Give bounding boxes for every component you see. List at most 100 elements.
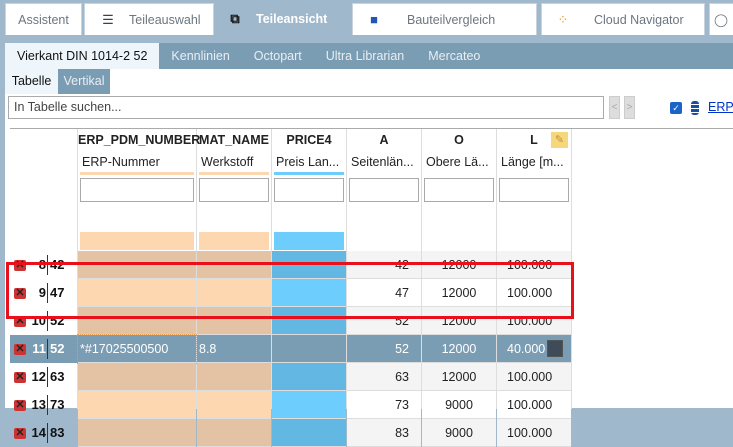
column-header[interactable]: MAT_NAME — [199, 133, 269, 147]
subtab-part[interactable]: Vierkant DIN 1014-2 52 — [5, 43, 160, 69]
cell-o[interactable]: 9000 — [422, 391, 496, 419]
cell-price[interactable] — [272, 363, 346, 391]
pencil-icon[interactable]: ✎ — [551, 132, 568, 148]
cell-price[interactable] — [272, 279, 346, 307]
tab-assistent[interactable]: Assistent — [5, 3, 82, 35]
column-filter-input[interactable] — [349, 178, 419, 202]
next-button[interactable]: > — [624, 96, 635, 119]
subtab-octopart[interactable]: Octopart — [253, 49, 302, 63]
subtab-mercateo[interactable]: Mercateo — [428, 49, 481, 63]
column-color-fill — [80, 232, 194, 250]
column-header[interactable]: PRICE4 — [286, 133, 332, 147]
row-value: 52 — [47, 339, 64, 359]
cell-o[interactable]: 12000 — [422, 251, 496, 279]
cell-mat[interactable] — [197, 419, 271, 447]
column-label: Obere Lä... — [426, 155, 489, 169]
cell-price[interactable] — [272, 419, 346, 447]
delete-row-icon[interactable]: ✕ — [14, 427, 26, 439]
column-l: L Länge [m... ✎ 100.000 100.000 100.000 40.0… — [497, 129, 572, 447]
cell-o[interactable]: 9000 — [422, 419, 496, 447]
column-filter-input[interactable] — [424, 178, 494, 202]
cell-a[interactable]: 83 — [347, 419, 421, 447]
cell-mat[interactable] — [197, 307, 271, 335]
cell-l[interactable]: 100.000 — [497, 279, 571, 307]
delete-row-icon[interactable]: ✕ — [14, 287, 26, 299]
column-filter-input[interactable] — [199, 178, 269, 202]
tab-teileauswahl[interactable]: ☰ Teileauswahl — [84, 3, 214, 35]
tab-bauteilvergleich[interactable]: ■ Bauteilvergleich — [352, 3, 537, 35]
column-filter-input[interactable] — [274, 178, 344, 202]
table-row-header[interactable]: ✕ 10 52 — [10, 307, 78, 335]
view-tab-tabelle[interactable]: Tabelle — [5, 69, 58, 94]
cell-erp[interactable] — [78, 251, 196, 279]
cell-mat[interactable] — [197, 251, 271, 279]
erp-link[interactable]: ERP- — [708, 100, 733, 114]
cell-erp[interactable] — [78, 279, 196, 307]
cell-l[interactable]: 100.000 — [497, 391, 571, 419]
cell-o[interactable]: 12000 — [422, 335, 496, 363]
cell-erp[interactable]: *#17025500500 — [77, 334, 197, 364]
cell-l[interactable]: 100.000 — [497, 363, 571, 391]
column-header[interactable]: L — [530, 133, 538, 147]
cell-erp[interactable] — [78, 363, 196, 391]
table-search-input[interactable]: In Tabelle suchen... — [8, 96, 604, 119]
column-label: Länge [m... — [501, 155, 564, 169]
row-number: 11 — [32, 341, 46, 356]
delete-row-icon[interactable]: ✕ — [14, 343, 26, 355]
delete-row-icon[interactable]: ✕ — [14, 259, 26, 271]
cell-erp[interactable] — [78, 307, 196, 335]
cell-a[interactable]: 52 — [347, 307, 421, 335]
cell-a[interactable]: 73 — [347, 391, 421, 419]
table-row-header[interactable]: ✕ 9 47 — [10, 279, 78, 307]
cell-a[interactable]: 52 — [347, 335, 421, 363]
column-color-bar — [80, 172, 194, 175]
cell-mat[interactable] — [197, 279, 271, 307]
table-row-header[interactable]: ✕ 14 83 — [10, 419, 78, 447]
cell-a[interactable]: 47 — [347, 279, 421, 307]
subtab-ultra-librarian[interactable]: Ultra Librarian — [325, 49, 405, 63]
cubes-icon: ⧉ — [230, 11, 240, 26]
row-number: 13 — [31, 397, 46, 412]
tab-label: Bauteilvergleich — [407, 12, 496, 27]
table-row-header[interactable]: ✕ 8 42 — [10, 251, 78, 279]
cell-l[interactable]: 100.000 — [497, 251, 571, 279]
column-header[interactable]: ERP_PDM_NUMBER — [78, 133, 201, 147]
delete-row-icon[interactable]: ✕ — [14, 371, 26, 383]
cell-erp[interactable] — [78, 391, 196, 419]
cell-l[interactable]: 40.000 — [497, 335, 571, 363]
column-a: A Seitenlän... 42 47 52 52 63 73 83 — [347, 129, 422, 447]
cell-a[interactable]: 63 — [347, 363, 421, 391]
table-row-header[interactable]: ✕ 13 73 — [10, 391, 78, 419]
column-filter-input[interactable] — [499, 178, 569, 202]
erp-checkbox[interactable]: ✓ — [670, 102, 682, 114]
cell-erp[interactable] — [78, 419, 196, 447]
tab-teileansicht[interactable]: ⧉ Teileansicht — [218, 3, 348, 35]
cell-mat[interactable] — [197, 363, 271, 391]
column-mat_name: MAT_NAME Werkstoff 8.8 — [197, 129, 272, 447]
subtab-kennlinien[interactable]: Kennlinien — [171, 49, 230, 63]
cell-o[interactable]: 12000 — [422, 363, 496, 391]
cell-price[interactable] — [272, 391, 346, 419]
column-header[interactable]: O — [454, 133, 464, 147]
cell-o[interactable]: 12000 — [422, 307, 496, 335]
tab-cloud-navigator[interactable]: ⁘ Cloud Navigator — [541, 3, 705, 35]
column-header[interactable]: A — [379, 133, 389, 147]
column-filter-input[interactable] — [80, 178, 194, 202]
cell-price[interactable] — [272, 307, 346, 335]
tab-more[interactable]: ◯ — [709, 3, 733, 35]
row-value: 47 — [47, 283, 64, 303]
delete-row-icon[interactable]: ✕ — [14, 399, 26, 411]
table-row-header[interactable]: ✕ 12 63 — [10, 363, 78, 391]
prev-button[interactable]: < — [609, 96, 620, 119]
cell-price[interactable] — [272, 335, 346, 363]
table-row-header[interactable]: ✕ 11 52 — [10, 335, 78, 363]
cell-o[interactable]: 12000 — [422, 279, 496, 307]
cell-mat[interactable]: 8.8 — [197, 335, 271, 363]
cell-price[interactable] — [272, 251, 346, 279]
view-tab-vertikal[interactable]: Vertikal — [58, 69, 110, 94]
cell-a[interactable]: 42 — [347, 251, 421, 279]
cell-l[interactable]: 100.000 — [497, 419, 571, 447]
delete-row-icon[interactable]: ✕ — [14, 315, 26, 327]
cell-l[interactable]: 100.000 — [497, 307, 571, 335]
cell-mat[interactable] — [197, 391, 271, 419]
